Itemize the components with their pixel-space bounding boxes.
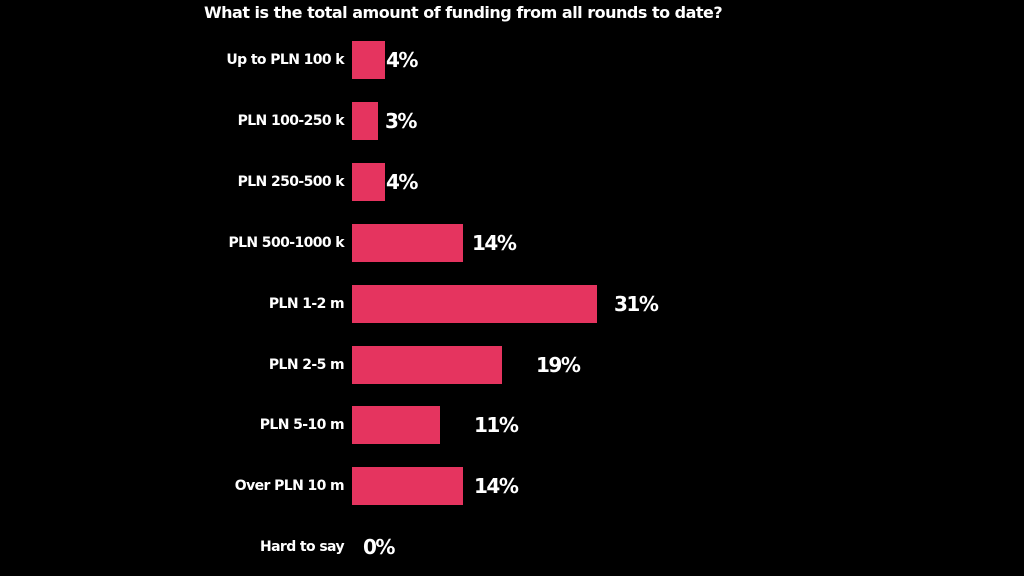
value-label: 31% (614, 292, 659, 316)
bar-row: PLN 100-250 k 3% (0, 102, 1024, 140)
bar (352, 467, 463, 505)
bar-row: PLN 5-10 m 11% (0, 406, 1024, 444)
category-label: PLN 1-2 m (268, 296, 345, 312)
bar-row: PLN 2-5 m 19% (0, 346, 1024, 384)
bar (352, 406, 440, 444)
bar-row: Hard to say 0% (0, 528, 1024, 566)
bar-row: PLN 500-1000 k 14% (0, 224, 1024, 262)
bar-row: PLN 250-500 k 4% (0, 163, 1024, 201)
chart-title: What is the total amount of funding from… (204, 3, 723, 22)
bar (352, 41, 385, 79)
bar-row: Over PLN 10 m 14% (0, 467, 1024, 505)
bar-row: PLN 1-2 m 31% (0, 285, 1024, 323)
value-label: 14% (474, 474, 519, 498)
category-label: Up to PLN 100 k (226, 52, 344, 68)
bar (352, 224, 463, 262)
value-label: 14% (472, 231, 517, 255)
category-label: PLN 500-1000 k (228, 235, 344, 251)
value-label: 4% (386, 48, 418, 72)
bar (352, 163, 385, 201)
bar (352, 102, 378, 140)
category-label: Over PLN 10 m (234, 478, 345, 494)
value-label: 4% (386, 170, 418, 194)
category-label: PLN 250-500 k (237, 174, 345, 190)
value-label: 3% (385, 109, 417, 133)
category-label: PLN 5-10 m (259, 417, 345, 433)
bar (352, 285, 597, 323)
value-label: 19% (536, 353, 581, 377)
value-label: 0% (363, 535, 395, 559)
category-label: PLN 2-5 m (268, 357, 345, 373)
bar-row: Up to PLN 100 k 4% (0, 41, 1024, 79)
category-label: Hard to say (259, 539, 345, 555)
value-label: 11% (474, 413, 519, 437)
bar (352, 346, 502, 384)
category-label: PLN 100-250 k (237, 113, 345, 129)
